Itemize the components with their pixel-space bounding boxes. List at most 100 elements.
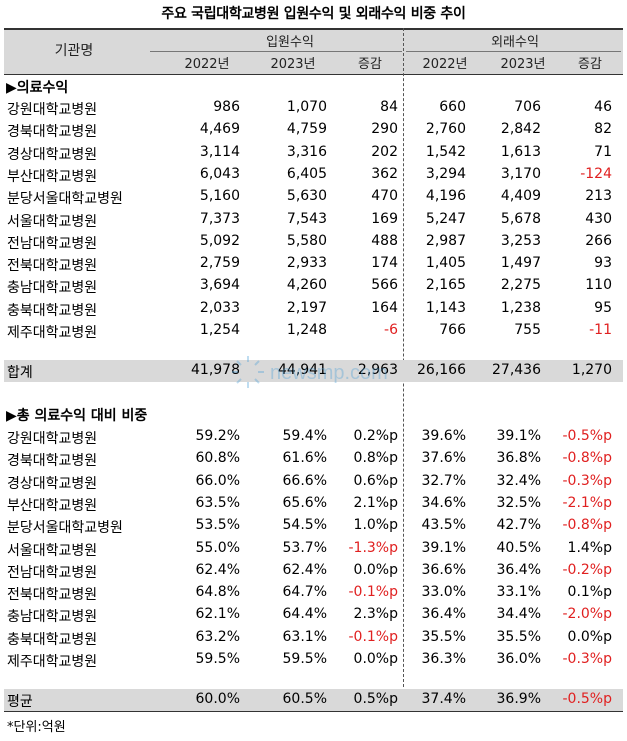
cell-value: 1,497: [500, 255, 541, 272]
header-outpatient-rule: [406, 51, 621, 52]
table-row: 경북대학교병원 60.8% 61.6% 0.8%p 37.6% 36.8% -0.8%p: [0, 448, 627, 470]
institution-name: 경북대학교병원: [7, 453, 98, 470]
cell-value: 2,165: [425, 277, 466, 294]
cell-value: -124: [580, 165, 612, 182]
cell-value: 290: [371, 121, 398, 138]
cell-value: -0.1%p: [348, 628, 398, 645]
cell-value: 660: [439, 99, 466, 115]
cell-value: 32.7%: [421, 472, 466, 489]
cell-value: 63.1%: [282, 628, 327, 645]
unit-footnote: *단위:억원: [7, 720, 66, 735]
cell-value: 2,933: [286, 255, 327, 272]
cell-value: 213: [585, 188, 612, 205]
cell-value: 3,170: [500, 165, 541, 182]
cell-value: 54.5%: [282, 517, 327, 534]
cell-value: 65.6%: [282, 494, 327, 511]
header-sub: 2022년: [184, 57, 230, 72]
cell-value: 5,630: [286, 188, 327, 205]
cell-value: 66.0%: [195, 472, 240, 489]
cell-value: 42.7%: [496, 517, 541, 534]
cell-value: 3,114: [199, 143, 240, 160]
cell-value: 4,759: [286, 121, 327, 138]
institution-name: 충북대학교병원: [7, 631, 98, 648]
cell-value: 36.4%: [496, 561, 541, 578]
cell-value: 0.6%p: [353, 472, 398, 489]
cell-value: -0.1%p: [348, 584, 398, 601]
header-outpatient: 외래수익: [491, 35, 539, 50]
cell-value: -0.3%p: [562, 651, 612, 667]
total-row: 평균 60.0% 60.5% 0.5%p 37.4% 36.9% -0.5%p: [0, 689, 627, 711]
cell-value: 2.1%p: [353, 494, 398, 511]
cell-value: 5,160: [199, 188, 240, 205]
cell-value: 64.4%: [282, 606, 327, 623]
cell-value: 27,436: [492, 362, 541, 378]
cell-value: 37.6%: [421, 450, 466, 467]
cell-value: -11: [589, 322, 612, 338]
cell-value: 2,197: [286, 299, 327, 316]
cell-value: 64.7%: [282, 584, 327, 601]
institution-name: 강원대학교병원: [7, 431, 98, 447]
cell-value: 53.7%: [282, 539, 327, 556]
cell-value: 0.2%p: [353, 428, 398, 444]
cell-value: 36.0%: [496, 651, 541, 667]
cell-value: 62.1%: [195, 606, 240, 623]
table-title: 주요 국립대학교병원 입원수익 및 외래수익 비중 추이: [161, 6, 466, 22]
cell-value: 39.1%: [496, 428, 541, 444]
cell-value: -0.3%p: [562, 472, 612, 489]
cell-value: 1,542: [425, 143, 466, 160]
cell-value: 4,409: [500, 188, 541, 205]
cell-value: 164: [371, 299, 398, 316]
watermark: newsmp.com: [232, 356, 388, 388]
institution-name: 제주대학교병원: [7, 325, 98, 341]
header-inpatient: 입원수익: [266, 35, 314, 50]
institution-name: 서울대학교병원: [7, 542, 98, 559]
cell-value: 44,941: [278, 362, 327, 378]
table-row: 분당서울대학교병원 53.5% 54.5% 1.0%p 43.5% 42.7% -0.8%p: [0, 515, 627, 537]
cell-value: 1,143: [425, 299, 466, 316]
table-row: 경상대학교병원 3,114 3,316 202 1,542 1,613 71: [0, 142, 627, 164]
cell-value: 40.5%: [496, 539, 541, 556]
header-sub: 2023년: [500, 57, 546, 72]
table-row: 전북대학교병원 64.8% 64.7% -0.1%p 33.0% 33.1% 0.1%p: [0, 582, 627, 604]
cell-value: 59.2%: [195, 428, 240, 444]
cell-value: 1,248: [286, 322, 327, 338]
cell-value: 5,580: [286, 232, 327, 249]
cell-value: 5,247: [425, 210, 466, 227]
cell-value: 5,092: [199, 232, 240, 249]
cell-value: 4,196: [425, 188, 466, 205]
cell-value: -2.1%p: [562, 494, 612, 511]
institution-name: 서울대학교병원: [7, 213, 98, 230]
cell-value: 1.0%p: [353, 517, 398, 534]
cell-value: 2,759: [199, 255, 240, 272]
cell-value: 7,543: [286, 210, 327, 227]
header-institution: 기관명: [54, 43, 94, 59]
cell-value: 71: [594, 143, 612, 160]
cell-value: 1,070: [286, 99, 327, 115]
cell-value: 39.6%: [421, 428, 466, 444]
table-row: 전북대학교병원 2,759 2,933 174 1,405 1,497 93: [0, 253, 627, 275]
svg-text:newsmp.com: newsmp.com: [270, 362, 388, 384]
cell-value: 2,987: [425, 232, 466, 249]
cell-value: 36.6%: [421, 561, 466, 578]
cell-value: 2,275: [500, 277, 541, 294]
cell-value: 3,294: [425, 165, 466, 182]
bottom-border: [4, 711, 623, 712]
header-sub: 2022년: [422, 57, 468, 72]
cell-value: 1,270: [571, 362, 612, 378]
cell-value: 37.4%: [421, 691, 466, 707]
cell-value: 755: [514, 322, 541, 338]
cell-value: -0.8%p: [562, 517, 612, 534]
cell-value: 53.5%: [195, 517, 240, 534]
cell-value: 2,963: [357, 362, 398, 378]
institution-name: 전남대학교병원: [7, 564, 98, 581]
cell-value: 43.5%: [421, 517, 466, 534]
institution-name: 평균: [7, 694, 33, 710]
header-sub: 증감: [358, 57, 382, 72]
cell-value: 566: [371, 277, 398, 294]
cell-value: 6,405: [286, 165, 327, 182]
cell-value: 4,260: [286, 277, 327, 294]
institution-name: 분당서울대학교병원: [7, 191, 123, 208]
cell-value: 36.8%: [496, 450, 541, 467]
section-medical-revenue: ▶의료수익: [6, 80, 69, 96]
cell-value: 34.4%: [496, 606, 541, 623]
